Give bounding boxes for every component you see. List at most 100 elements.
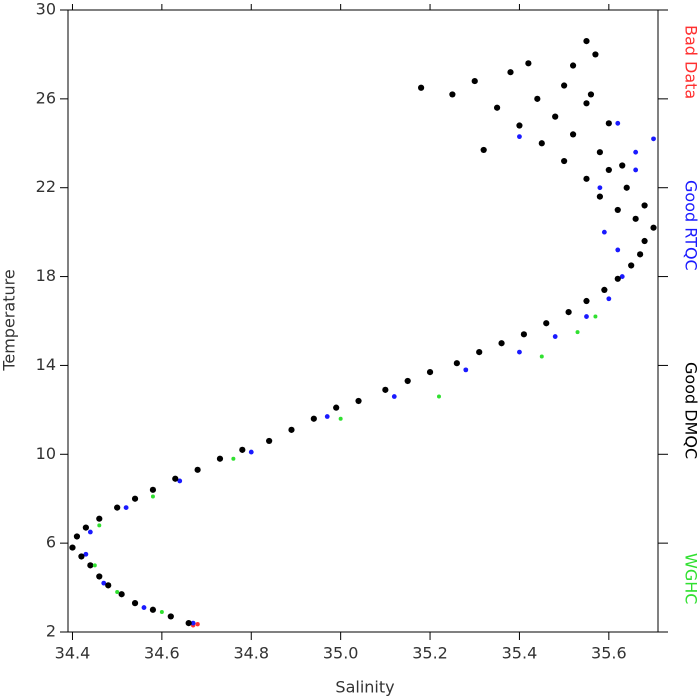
x-tick-label: 35.2 [412,644,448,663]
data-point [543,320,550,327]
y-tick-label: 18 [36,266,56,285]
data-point [418,84,425,91]
data-point [96,515,103,522]
data-point [239,446,246,453]
data-point [114,504,121,511]
legend-entry: Good DMQC [682,362,700,459]
data-point [141,605,147,610]
x-tick-label: 34.6 [144,644,180,663]
y-tick-label: 22 [36,177,56,196]
data-point [87,562,94,569]
data-point [149,606,157,613]
data-point [190,620,196,626]
data-point [601,286,608,293]
data-point [593,314,598,319]
data-point [73,533,81,540]
data-point [463,367,469,373]
data-point [552,334,558,339]
data-point [498,340,505,347]
data-point [637,251,644,258]
data-point [131,495,139,502]
data-point [453,360,460,367]
y-tick-label: 6 [46,533,56,552]
data-point [569,131,577,138]
data-point [167,613,174,620]
data-point [592,51,599,58]
data-point [355,397,362,405]
data-point [177,478,183,484]
x-tick-label: 35.6 [591,644,627,663]
legend-entry: WGHC [682,553,700,604]
data-point [195,622,200,627]
data-point [561,82,568,89]
data-point [614,206,621,214]
x-tick-label: 34.4 [55,644,91,663]
data-point [436,394,441,399]
data-point [587,91,595,98]
data-point [101,580,107,586]
data-point [149,486,157,493]
data-point [583,175,590,182]
x-tick-label: 35.4 [502,644,538,663]
data-point [123,505,129,510]
data-point [614,275,621,282]
data-point [538,140,545,147]
data-point [118,591,125,598]
data-point [78,553,85,560]
data-point [583,38,590,45]
data-point [520,331,528,338]
data-point [248,449,254,455]
data-point [493,104,501,111]
data-point [404,377,411,385]
data-point [596,149,603,156]
data-point [426,368,434,376]
data-point [231,456,236,461]
data-point [105,582,112,589]
data-point [266,437,273,445]
x-tick-label: 35.0 [323,644,359,663]
data-point [83,551,89,557]
data-point [575,330,580,335]
data-point [92,563,97,568]
data-point [115,590,120,595]
data-point [650,224,657,231]
legend-entry: Bad Data [682,25,700,99]
y-tick-label: 14 [36,355,56,374]
data-point [632,215,639,222]
data-point [69,544,76,551]
data-point [471,77,478,85]
data-point [619,274,625,279]
data-point [605,120,612,127]
x-axis-label: Salinity [335,678,394,697]
data-point [534,95,541,102]
data-point [561,157,568,165]
data-point [172,475,179,482]
data-point [583,297,590,305]
data-point [584,314,589,319]
data-point [338,416,343,421]
data-point [324,414,330,419]
data-point [391,394,397,399]
data-point [605,166,612,174]
data-point [633,167,639,173]
data-point [216,455,224,462]
plot-frame [67,9,659,633]
data-point [131,600,139,607]
data-point [641,237,648,245]
data-point [87,529,93,535]
data-point [619,162,626,169]
data-point [333,404,340,411]
data-point [539,354,544,359]
data-point [596,193,603,200]
data-point [517,134,522,140]
y-tick-label: 10 [36,444,56,463]
data-point [633,149,639,155]
data-point [516,122,523,129]
data-point [628,262,635,269]
data-point [597,185,603,191]
data-point [641,202,648,209]
data-point [552,113,559,120]
data-point [449,91,456,98]
data-point [569,62,577,69]
